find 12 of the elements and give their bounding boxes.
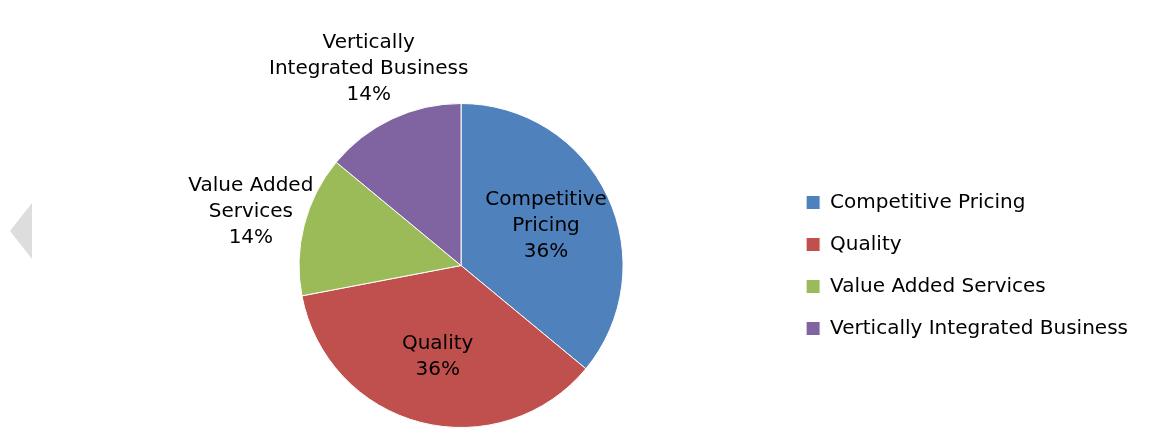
legend-label: Quality: [830, 230, 902, 255]
slice-label: Competitive Pricing: [485, 185, 607, 236]
legend-label: Competitive Pricing: [830, 188, 1026, 213]
slice-label: Quality: [401, 329, 474, 354]
slice-label: Value Added Services: [188, 171, 314, 222]
legend-label: Value Added Services: [830, 272, 1046, 297]
data-label: 36%: [523, 237, 569, 262]
slice-label: Vertically Integrated Business: [269, 29, 469, 80]
legend-label: Vertically Integrated Business: [830, 314, 1129, 339]
data-label: 14%: [346, 81, 391, 106]
data-label: 14%: [228, 223, 274, 248]
data-label: 36%: [415, 355, 460, 380]
